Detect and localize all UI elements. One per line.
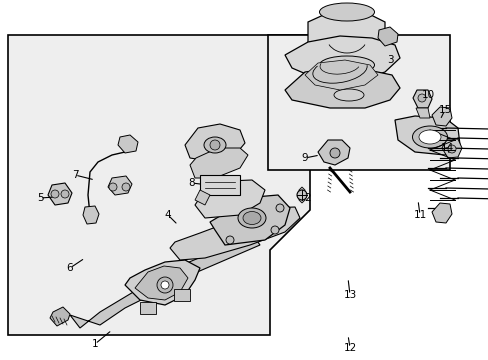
Polygon shape xyxy=(307,12,384,65)
Text: 10: 10 xyxy=(421,90,434,100)
Circle shape xyxy=(447,145,455,153)
Text: 1: 1 xyxy=(92,339,98,349)
Polygon shape xyxy=(70,238,260,328)
Polygon shape xyxy=(118,135,138,153)
Polygon shape xyxy=(298,187,305,203)
Polygon shape xyxy=(195,190,209,205)
Polygon shape xyxy=(394,116,459,155)
Circle shape xyxy=(161,281,169,289)
Polygon shape xyxy=(267,35,449,170)
Text: 11: 11 xyxy=(412,210,426,220)
Polygon shape xyxy=(412,90,431,108)
Ellipse shape xyxy=(333,89,363,101)
Circle shape xyxy=(61,190,69,198)
Circle shape xyxy=(225,236,234,244)
Polygon shape xyxy=(377,27,397,46)
Ellipse shape xyxy=(418,130,440,144)
Ellipse shape xyxy=(203,137,225,153)
Circle shape xyxy=(275,204,284,212)
Circle shape xyxy=(417,94,425,102)
Polygon shape xyxy=(329,72,367,95)
Text: 12: 12 xyxy=(343,343,356,353)
Polygon shape xyxy=(50,307,70,326)
Polygon shape xyxy=(190,148,247,178)
Circle shape xyxy=(296,190,306,200)
Polygon shape xyxy=(174,289,190,301)
Polygon shape xyxy=(285,36,399,82)
Text: 3: 3 xyxy=(386,55,392,65)
Polygon shape xyxy=(83,206,99,224)
Circle shape xyxy=(329,148,339,158)
Polygon shape xyxy=(170,207,299,260)
Polygon shape xyxy=(125,260,200,305)
Polygon shape xyxy=(305,60,377,90)
Text: 15: 15 xyxy=(437,105,451,115)
Ellipse shape xyxy=(243,212,261,225)
Ellipse shape xyxy=(238,208,265,228)
Text: 7: 7 xyxy=(72,170,78,180)
Polygon shape xyxy=(8,35,309,335)
Ellipse shape xyxy=(333,71,363,83)
Circle shape xyxy=(51,190,59,198)
Ellipse shape xyxy=(412,126,447,148)
Polygon shape xyxy=(108,176,132,195)
Text: 14: 14 xyxy=(440,143,453,153)
Text: 9: 9 xyxy=(301,153,307,163)
Circle shape xyxy=(157,277,173,293)
Text: 2: 2 xyxy=(304,193,311,203)
Text: 5: 5 xyxy=(37,193,43,203)
Polygon shape xyxy=(441,139,461,158)
Polygon shape xyxy=(195,180,264,218)
Polygon shape xyxy=(285,68,399,108)
Polygon shape xyxy=(431,203,451,223)
Circle shape xyxy=(109,183,117,191)
Polygon shape xyxy=(209,195,289,245)
Circle shape xyxy=(209,140,220,150)
Polygon shape xyxy=(431,107,451,126)
Polygon shape xyxy=(200,175,240,195)
Circle shape xyxy=(122,183,130,191)
Text: 6: 6 xyxy=(66,263,73,273)
Polygon shape xyxy=(184,124,244,162)
Polygon shape xyxy=(135,266,187,300)
Ellipse shape xyxy=(319,3,374,21)
Polygon shape xyxy=(415,108,429,118)
Polygon shape xyxy=(48,183,72,205)
Circle shape xyxy=(270,226,279,234)
Ellipse shape xyxy=(319,56,374,74)
Text: 8: 8 xyxy=(188,178,195,188)
Text: 4: 4 xyxy=(164,210,171,220)
Polygon shape xyxy=(140,302,156,314)
Polygon shape xyxy=(317,140,349,165)
Text: 13: 13 xyxy=(343,290,356,300)
